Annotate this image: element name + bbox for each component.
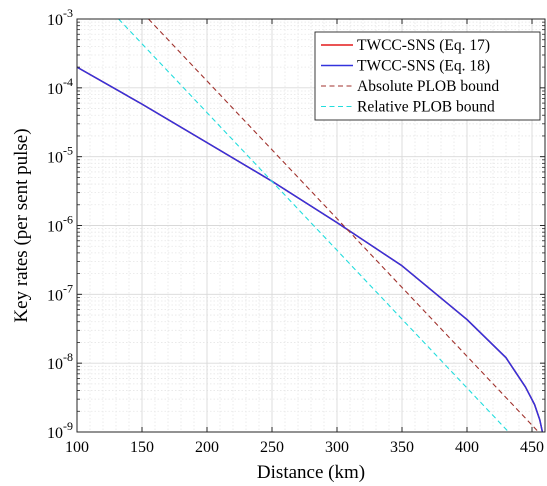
axes [76, 18, 546, 433]
x-tick-label: 100 [65, 439, 89, 456]
y-tick-label: 10-4 [47, 75, 73, 98]
series-line-2 [76, 66, 544, 433]
series-line-4 [118, 18, 509, 433]
x-tick-label: 150 [130, 439, 154, 456]
y-tick-label: 10-6 [47, 213, 73, 236]
series-lines [76, 18, 544, 433]
x-tick-label: 300 [325, 439, 349, 456]
legend-label-1: TWCC-SNS (Eq. 17) [357, 37, 490, 54]
legend-label-2: TWCC-SNS (Eq. 18) [357, 58, 490, 75]
y-tick-label: 10-3 [47, 6, 73, 29]
x-tick-label: 450 [520, 439, 544, 456]
x-tick-label: 250 [260, 439, 284, 456]
y-axis-title: Key rates (per sent pulse) [11, 128, 32, 322]
y-tick-label: 10-5 [47, 144, 73, 167]
x-tick-label: 200 [195, 439, 219, 456]
y-tick-label: 10-9 [47, 419, 73, 442]
legend: TWCC-SNS (Eq. 17) TWCC-SNS (Eq. 18) Absolu… [314, 31, 541, 121]
series-line-3 [148, 18, 539, 433]
x-tick-label: 350 [390, 439, 414, 456]
tick-labels: 100 150 200 250 300 350 400 450 10-9 10-8 10-7 10-6… [47, 6, 544, 456]
y-tick-label: 10-8 [47, 350, 73, 373]
y-tick-label: 10-7 [47, 281, 73, 304]
legend-label-4: Relative PLOB bound [357, 99, 495, 116]
x-tick-label: 400 [455, 439, 479, 456]
legend-label-3: Absolute PLOB bound [357, 78, 499, 95]
legend-box [314, 31, 541, 121]
x-axis-title: Distance (km) [257, 462, 365, 483]
